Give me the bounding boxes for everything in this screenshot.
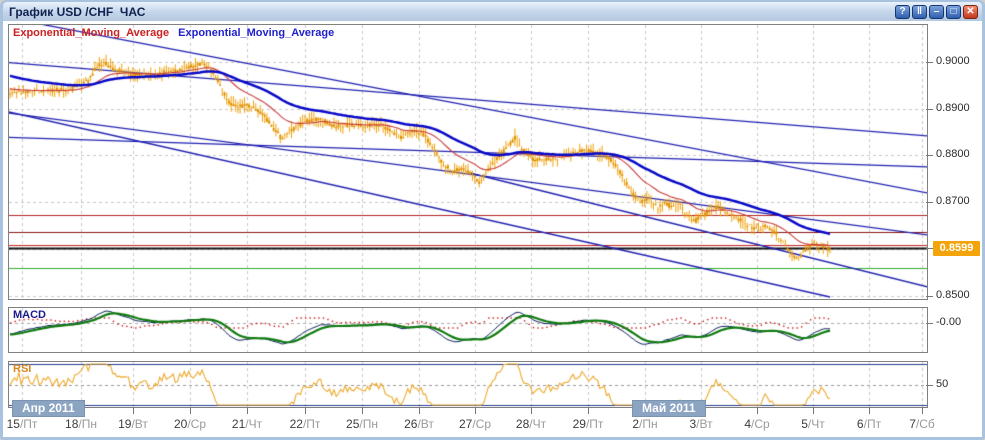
price-tick-label: 0.8500 (936, 288, 970, 301)
time-tick (645, 408, 646, 414)
date-tick-label: 6/Пт (856, 417, 882, 431)
rsi-label: RSI (13, 363, 32, 375)
date-tick-label: 21/Чт (231, 417, 263, 431)
window-title: График USD /CHF ЧАС (9, 4, 146, 19)
date-tick-label: 4/Ср (744, 417, 770, 431)
date-tick-label: 22/Пт (289, 417, 321, 431)
titlebar[interactable]: График USD /CHF ЧАС ? ‖ – □ ✕ (3, 2, 982, 22)
help-button[interactable]: ? (895, 4, 910, 19)
macd-chart-canvas[interactable] (9, 308, 927, 352)
time-tick (190, 408, 191, 414)
time-tick (247, 408, 248, 414)
price-tick-label: 0.9000 (936, 55, 970, 67)
time-tick (305, 408, 306, 414)
date-tick-label: 27/Ср (458, 417, 492, 431)
date-tick-label: 20/Ср (173, 417, 207, 431)
titlebar-buttons: ? ‖ – □ ✕ (895, 4, 982, 19)
time-tick (81, 408, 82, 414)
time-tick (701, 408, 702, 414)
time-tick (133, 408, 134, 414)
time-tick (475, 408, 476, 414)
chart-client-area: Exponential_Moving_Average Exponential_M… (3, 21, 982, 437)
date-tick-label: 5/Чт (801, 417, 825, 431)
time-tick (757, 408, 758, 414)
date-tick-label: 25/Пн (346, 417, 378, 431)
current-price-badge: 0.8599 (933, 241, 980, 256)
time-tick (531, 408, 532, 414)
time-tick (22, 408, 23, 414)
ema-label-slow: Exponential_Moving_Average (178, 27, 335, 39)
date-tick-label: 29/Пт (572, 417, 604, 431)
price-tick-label: 0.8900 (936, 101, 970, 114)
date-tick-label: 19/Вт (118, 417, 148, 431)
main-chart-panel[interactable]: Exponential_Moving_Average Exponential_M… (8, 24, 928, 300)
time-tick (922, 408, 923, 414)
date-tick-label: 28/Чт (515, 417, 547, 431)
macd-value: -0.00 (936, 316, 962, 328)
pause-button[interactable]: ‖ (912, 4, 927, 19)
maximize-button[interactable]: □ (946, 4, 961, 19)
time-tick (869, 408, 870, 414)
rsi-chart-canvas[interactable] (9, 362, 927, 407)
ema-label-fast: Exponential_Moving_Average (13, 27, 170, 39)
rsi-value: 50 (936, 378, 949, 390)
date-tick-label: 7/Сб (909, 417, 935, 431)
date-tick-label: 2/Пн (632, 417, 658, 431)
indicator-labels: Exponential_Moving_Average Exponential_M… (13, 27, 334, 39)
time-tick (813, 408, 814, 414)
price-tick-label: 0.8700 (936, 195, 970, 208)
macd-label: MACD (13, 309, 46, 321)
close-button[interactable]: ✕ (963, 4, 978, 19)
time-tick (588, 408, 589, 414)
price-tick-label: 0.8800 (936, 148, 970, 161)
time-tick (362, 408, 363, 414)
date-tick-label: 3/Вт (689, 417, 713, 431)
rsi-panel[interactable]: RSI (8, 361, 928, 408)
date-tick-label: 15/Пт (6, 417, 38, 431)
date-tick-label: 18/Пн (65, 417, 97, 431)
candlestick-chart-canvas[interactable] (9, 25, 927, 299)
time-tick (419, 408, 420, 414)
minimize-button[interactable]: – (929, 4, 944, 19)
date-tick-label: 26/Вт (404, 417, 434, 431)
macd-panel[interactable]: MACD (8, 307, 928, 353)
